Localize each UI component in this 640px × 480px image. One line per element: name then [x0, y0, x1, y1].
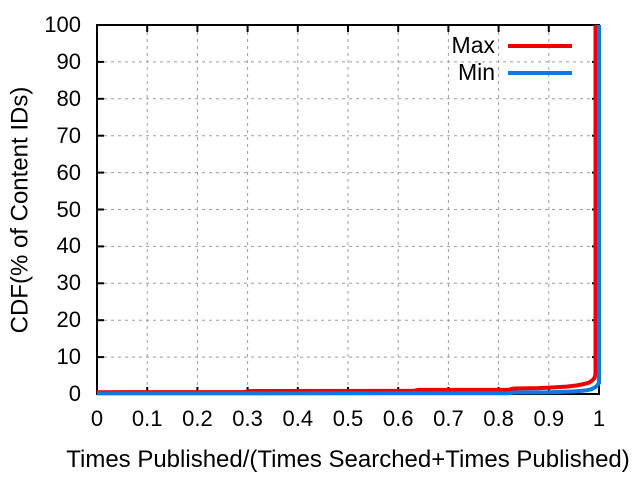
legend-line-min-icon: [508, 70, 572, 75]
y-tick-label: 70: [56, 122, 81, 148]
x-axis-title: Times Published/(Times Searched+Times Pu…: [66, 446, 630, 473]
series-line-min: [96, 25, 601, 396]
x-tick-label: 0.6: [382, 406, 414, 431]
y-tick-label: 100: [44, 12, 81, 37]
series-line-max: [96, 25, 598, 395]
x-tick-label: 1: [592, 406, 606, 431]
y-axis-title: CDF(% of Content IDs): [6, 86, 34, 334]
legend-entry-min: Min: [452, 59, 572, 86]
x-tick-label: 0.8: [483, 406, 514, 431]
x-tick-label: 0.9: [533, 406, 565, 431]
y-tick-label: 90: [56, 48, 81, 74]
x-tick-label: 0.7: [433, 406, 464, 431]
y-tick-label: 80: [56, 85, 81, 111]
x-tick-label: 0.2: [182, 406, 213, 431]
x-tick-label: 0.3: [232, 406, 263, 431]
x-tick-label: 0: [90, 406, 104, 431]
y-tick-label: 10: [56, 344, 81, 370]
y-tick-label: 50: [56, 196, 81, 222]
x-tick-label: 0.4: [282, 406, 314, 431]
legend-line-max-icon: [508, 43, 572, 48]
y-tick-label: 30: [56, 270, 81, 296]
x-tick-label: 0.5: [332, 406, 364, 431]
y-tick-label: 40: [56, 233, 81, 259]
y-tick-label: 0: [68, 381, 81, 406]
y-tick-label: 60: [56, 159, 81, 185]
y-tick-label: 20: [56, 307, 81, 333]
legend-label-min: Min: [457, 59, 495, 85]
legend-entry-max: Max: [452, 32, 572, 59]
x-tick-label: 0.1: [131, 406, 163, 431]
legend: Max Min: [452, 32, 572, 86]
legend-label-max: Max: [451, 32, 495, 58]
